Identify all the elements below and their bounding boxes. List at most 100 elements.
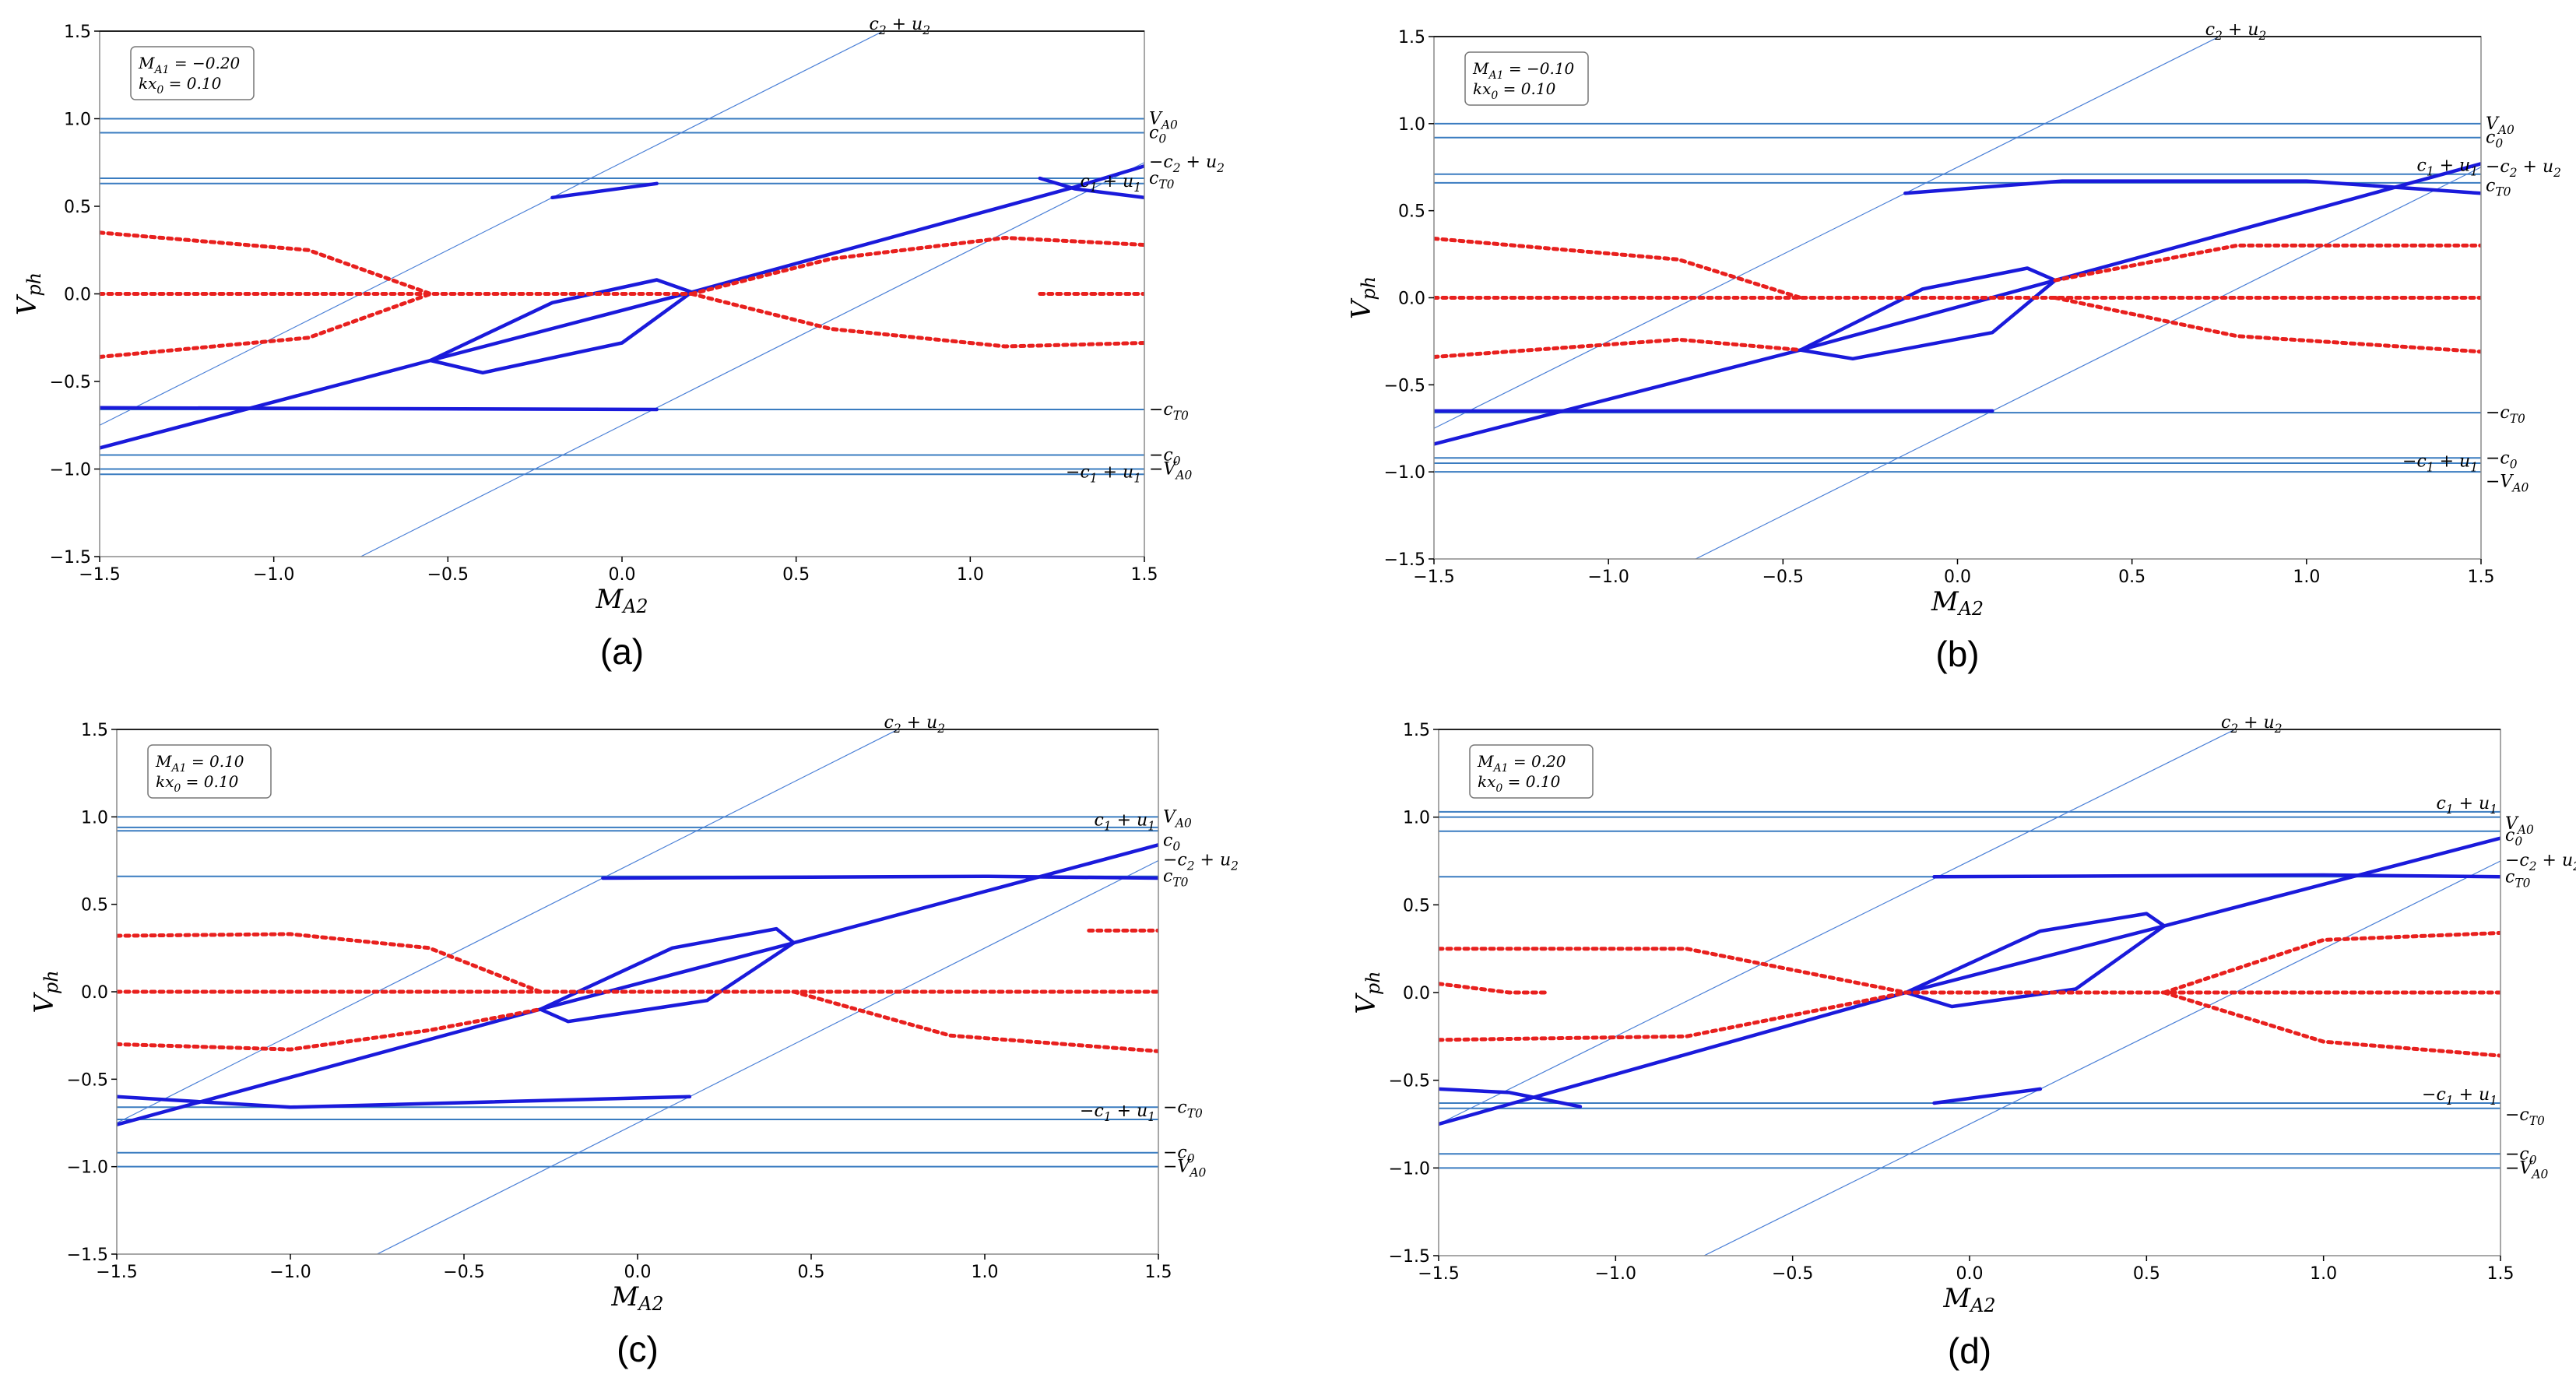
series-red-right-lower: [2053, 296, 2481, 354]
legend-entry-1-sub: 0: [1495, 782, 1502, 795]
x-tick-label-2: −0.5: [443, 1263, 484, 1282]
series-red-right-upper: [690, 236, 1144, 296]
panel-label: (c): [617, 1329, 659, 1369]
diagonal-line-1: [376, 859, 1158, 1254]
y-tick-label-2: −0.5: [50, 373, 91, 392]
diagonal-line-0: [100, 31, 884, 426]
legend-entry-0-part: = 0.20: [1509, 752, 1566, 771]
x-tick-label-2: −0.5: [1772, 1264, 1813, 1284]
x-axis-label-sub: A2: [1969, 1295, 1995, 1316]
y-tick-label-3: 0.0: [64, 286, 91, 305]
legend-entry-1-part: = 0.10: [163, 74, 221, 93]
hline-label-1-sub: 0: [1158, 132, 1166, 146]
hline-label-2-sub: 1: [2427, 165, 2434, 179]
x-tick-label-0: −1.5: [96, 1263, 137, 1282]
x-tick-label-1: −1.0: [269, 1263, 311, 1282]
diag-label-lower-part: −c: [1149, 153, 1173, 172]
series-red-left-upper: [1439, 947, 1908, 995]
hline-label-0: c1​ + u1​: [2436, 794, 2497, 817]
legend-entry-0-sub: A1: [153, 64, 169, 76]
diag-label-lower: −c2​ + u2​: [2505, 851, 2576, 873]
series-blue-loop-upper: [538, 926, 796, 1011]
x-axis-label: MA2​: [1931, 586, 1984, 620]
legend-entry-1-sub: 0: [156, 84, 163, 97]
hline-label-2: c0​: [1163, 831, 1180, 853]
hline-label-4-sub: T0: [1173, 409, 1189, 423]
y-tick-label-1: −1.0: [67, 1158, 108, 1178]
hline-label-5: −c0​: [1149, 446, 1181, 469]
hline-label-0-part: c: [2436, 794, 2445, 813]
hline-label-1-part: V: [2505, 814, 2519, 834]
hline-label-6: −c0​: [1163, 1144, 1195, 1166]
legend-entry-0-part: = 0.10: [187, 752, 244, 771]
series-red-left-upper: [1434, 237, 1803, 300]
y-tick-label-2: −0.5: [1384, 376, 1425, 395]
hline-label-3-sub: 1: [1133, 181, 1141, 195]
chart-panel-4: c1​ + u1​VA0​c0​cT0​−c1​ + u1​−cT0​−c0​−…: [1351, 713, 2576, 1371]
x-tick-label-1: −1.0: [1587, 568, 1629, 587]
x-tick-label-3: 0.0: [1956, 1264, 1984, 1284]
x-tick-label-0: −1.5: [79, 565, 120, 585]
hline-label-4: −cT0​: [1163, 1098, 1203, 1120]
diag-label-lower-sub: 2: [2509, 166, 2518, 180]
hline-label-3-sub: T0: [2514, 876, 2530, 890]
diag-label-lower-sub: 2: [2572, 859, 2576, 873]
y-tick-label-6: 1.5: [81, 721, 108, 740]
hline-label-3: cT0​: [1163, 867, 1189, 890]
series-blue-loop-upper: [428, 278, 694, 363]
legend-entry-1-part: kx: [1473, 79, 1491, 98]
series-blue-loop-lower: [1903, 924, 2167, 1009]
legend-entry-0: MA1​ = 0.20: [1477, 752, 1566, 775]
x-tick-label-1: −1.0: [1595, 1264, 1636, 1284]
hline-label-4-part: −c: [2486, 403, 2510, 423]
hline-label-0: VA0​: [2486, 114, 2514, 137]
legend-entry-0-part: M: [1472, 59, 1489, 78]
hline-label-6-sub: 1: [2470, 460, 2478, 474]
diag-label-upper: c2​ + u2​: [884, 713, 946, 736]
diag-label-lower-sub: 2: [1172, 161, 1181, 175]
chart-panel-3: VA0​c1​ + u1​c0​cT0​−cT0​−c1​ + u1​−c0​−…: [29, 713, 1239, 1369]
legend-entry-1: kx0​ = 0.10: [1478, 772, 1561, 795]
diagonal-line-0: [1434, 37, 2221, 429]
series-blue-loop-upper: [1798, 266, 2058, 352]
diag-label-lower-part: −c: [2505, 851, 2529, 870]
legend-entry-0-sub: A1: [1487, 69, 1503, 82]
legend-entry-1: kx0​ = 0.10: [1473, 79, 1556, 102]
hline-label-1-sub: 1: [1147, 819, 1155, 833]
hline-label-4: −cT0​: [1149, 400, 1189, 423]
hline-label-7-part: −c: [1066, 463, 1090, 483]
hline-label-1: VA0​: [2505, 814, 2534, 837]
diag-label-upper-part: c: [884, 713, 894, 733]
hline-label-5-part: + u: [1112, 1102, 1148, 1121]
hline-label-7-part: −V: [1163, 1158, 1191, 1177]
hline-label-2: c1​ + u1​: [2416, 156, 2478, 179]
hline-label-5-sub: 0: [2510, 457, 2518, 471]
hline-label-4: −c1​ + u1​: [2422, 1085, 2497, 1108]
x-tick-label-3: 0.0: [609, 565, 636, 585]
y-tick-label-5: 1.0: [64, 111, 91, 130]
diag-label-lower: −c2​ + u2​: [2486, 157, 2561, 180]
series-blue-lower-branch: [117, 1095, 692, 1109]
x-tick-label-6: 1.5: [2468, 568, 2495, 587]
y-tick-label-3: 0.0: [1403, 984, 1430, 1003]
hline-label-5-part: −c: [2486, 448, 2510, 468]
y-axis-label-sub: ph: [23, 272, 45, 297]
diag-label-lower: −c2​ + u2​: [1163, 851, 1239, 873]
hline-label-0-sub: 1: [2490, 803, 2497, 817]
legend-entry-0-part: = −0.20: [170, 54, 241, 72]
y-tick-label-0: −1.5: [50, 548, 91, 568]
hline-label-0-part: V: [2486, 114, 2500, 134]
hline-label-2-part: + u: [2434, 156, 2471, 176]
legend-entry-1-sub: 0: [174, 782, 181, 795]
diag-label-upper-part: c: [2221, 713, 2230, 733]
hline-label-6-part: −c: [2505, 1144, 2529, 1164]
y-tick-label-6: 1.5: [1398, 28, 1425, 47]
x-axis-label: MA2​: [610, 1281, 663, 1315]
plot-area: [117, 729, 1158, 1254]
y-axis-label: Vph​: [1346, 276, 1379, 319]
plot-area: [100, 31, 1144, 557]
hline-label-7-sub: 1: [1090, 472, 1098, 486]
series-blue-loop-lower: [538, 940, 796, 1024]
hline-label-2: c0​: [2505, 826, 2522, 849]
diagonal-line-0: [1439, 729, 2237, 1125]
